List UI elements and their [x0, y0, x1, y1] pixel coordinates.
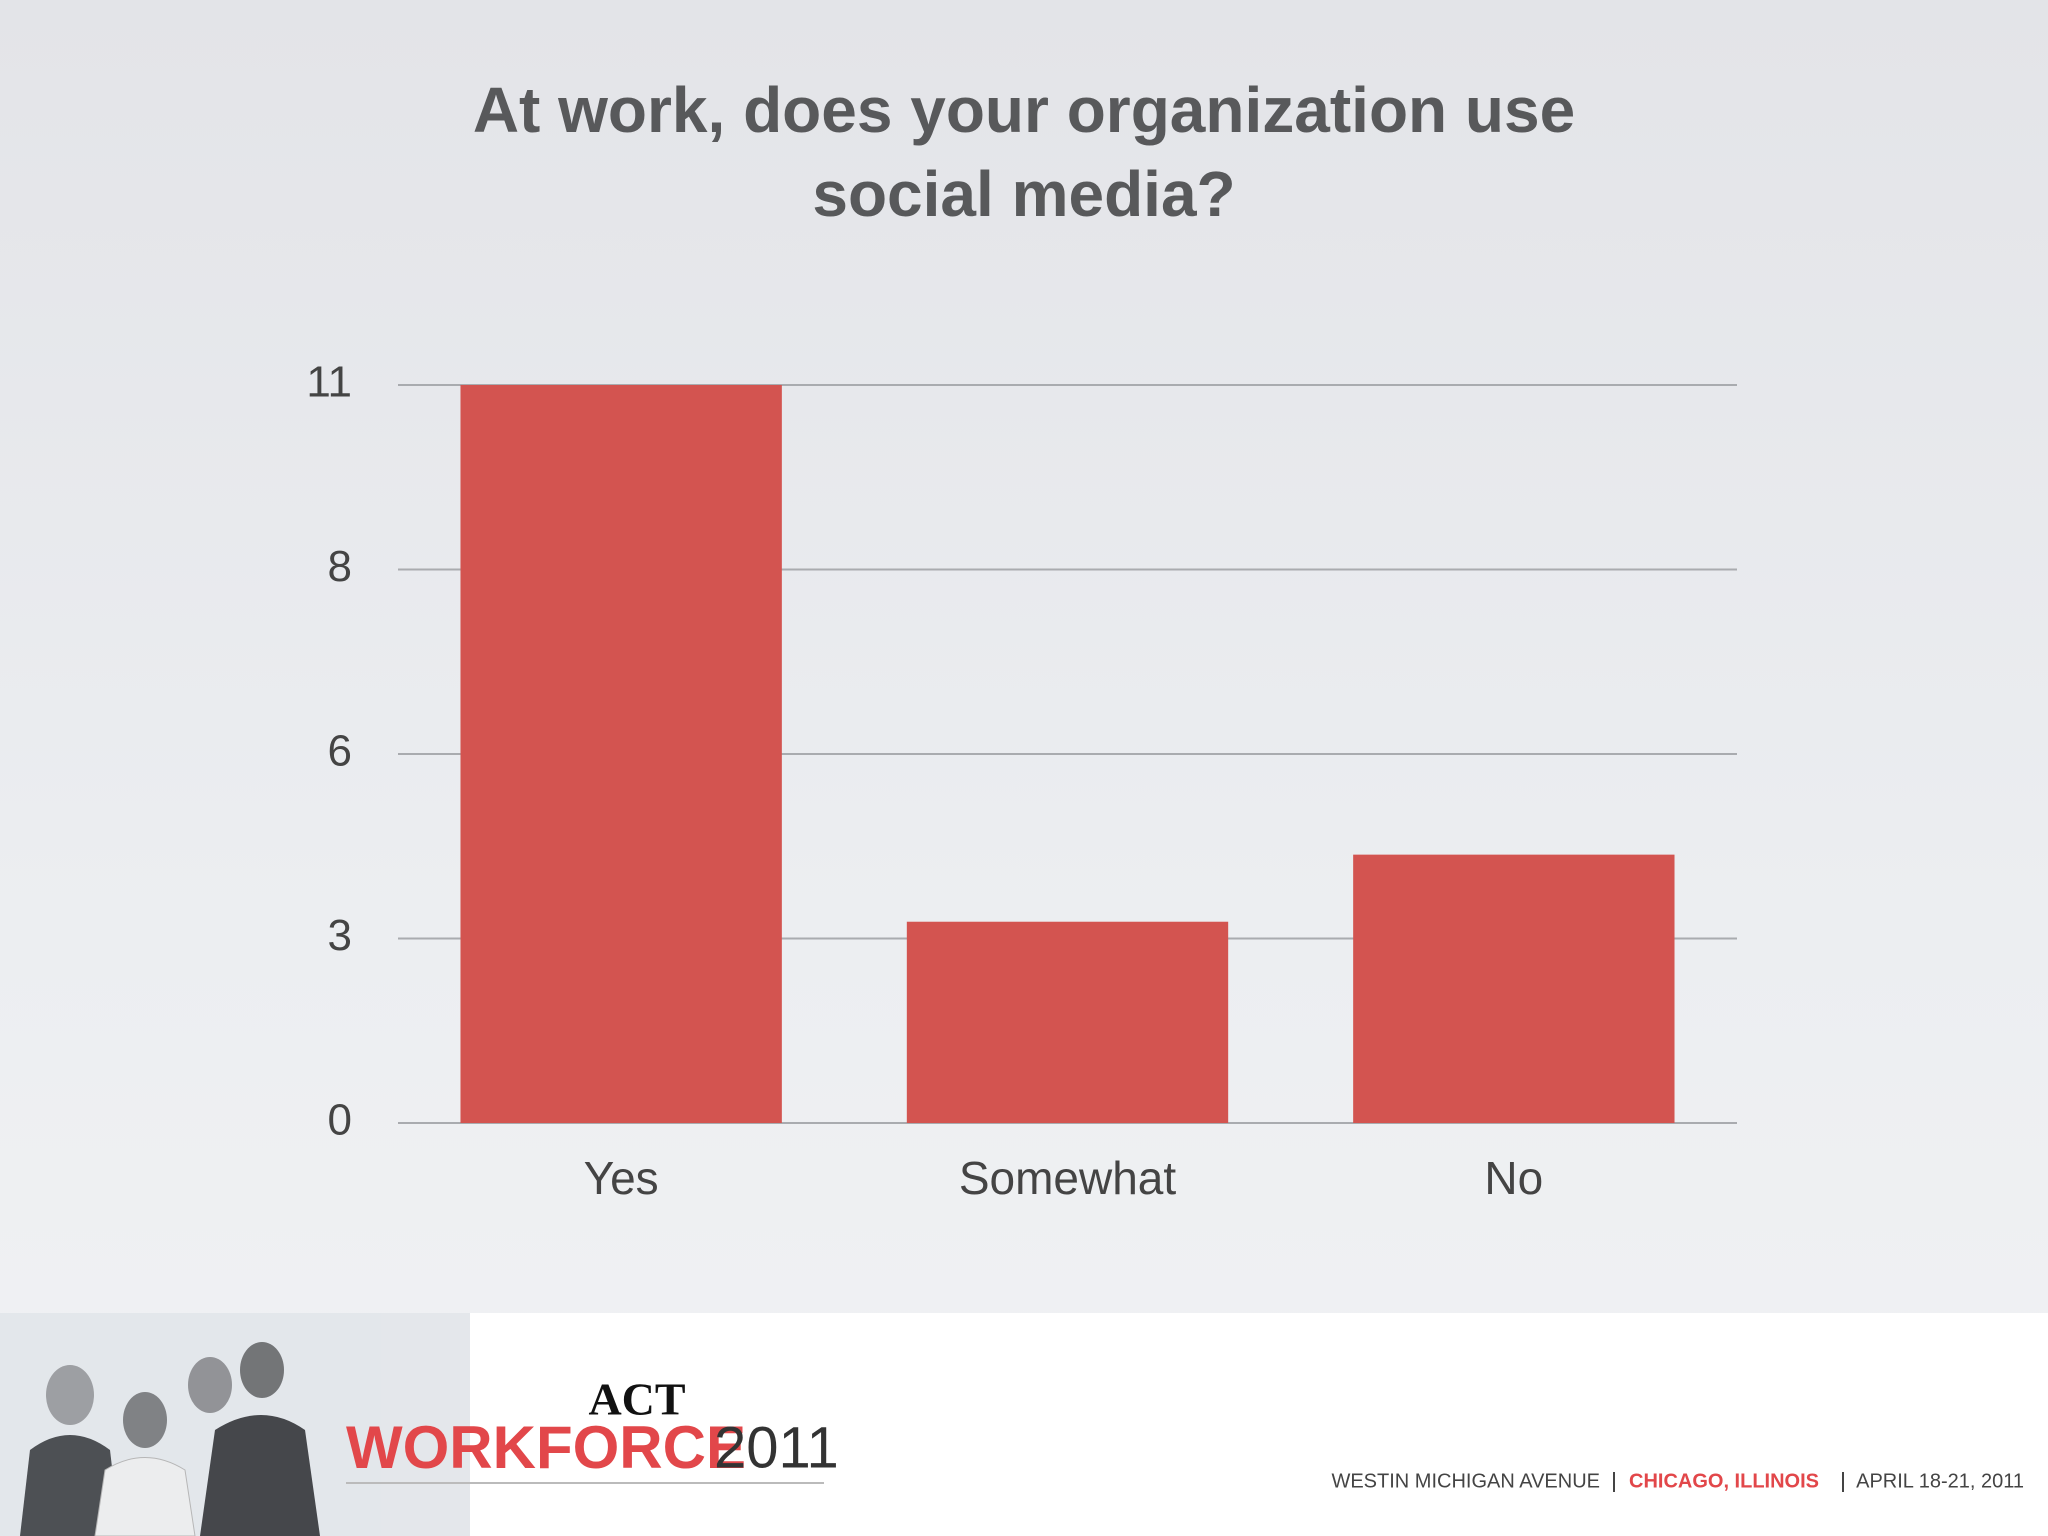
x-tick-label: Yes: [584, 1152, 659, 1204]
x-tick-label: Somewhat: [959, 1152, 1177, 1204]
footer-dates: APRIL 18-21, 2011: [1856, 1470, 2024, 1492]
chart-title: At work, does your organization use soci…: [472, 74, 1576, 230]
y-tick-label: 8: [328, 542, 352, 591]
footer-venue: WESTIN MICHIGAN AVENUE: [1331, 1470, 1600, 1492]
bar: [460, 385, 782, 1123]
y-tick-label: 11: [306, 358, 352, 407]
bar: [1353, 854, 1675, 1123]
y-tick-label: 0: [328, 1096, 352, 1145]
footer-brand: ACT: [588, 1374, 685, 1425]
footer-photo: [0, 1313, 470, 1536]
footer-city: CHICAGO, ILLINOIS: [1629, 1470, 1819, 1492]
bar: [906, 921, 1229, 1123]
footer-event: WORKFORCE: [346, 1414, 746, 1481]
footer-year: 2011: [714, 1415, 839, 1480]
y-tick-label: 3: [328, 911, 352, 960]
x-tick-label: No: [1484, 1152, 1543, 1204]
y-tick-label: 6: [328, 727, 352, 776]
